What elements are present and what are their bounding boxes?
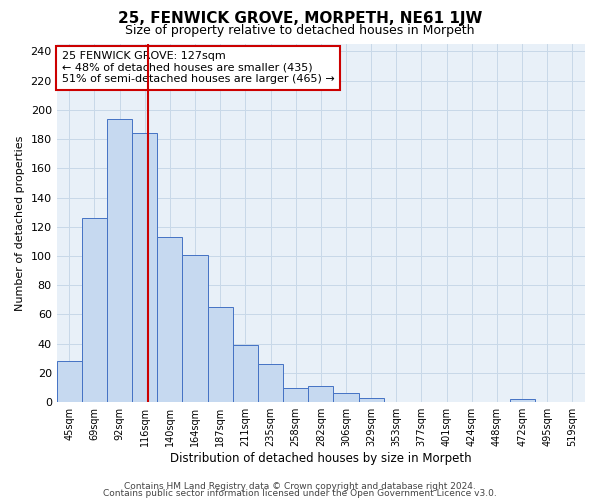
Bar	[182, 254, 208, 402]
Bar	[258, 364, 283, 402]
Bar	[334, 394, 359, 402]
Text: 25 FENWICK GROVE: 127sqm
← 48% of detached houses are smaller (435)
51% of semi-: 25 FENWICK GROVE: 127sqm ← 48% of detach…	[62, 51, 335, 84]
Text: 25, FENWICK GROVE, MORPETH, NE61 1JW: 25, FENWICK GROVE, MORPETH, NE61 1JW	[118, 11, 482, 26]
Text: Size of property relative to detached houses in Morpeth: Size of property relative to detached ho…	[125, 24, 475, 37]
Bar	[132, 133, 157, 402]
Bar	[283, 388, 308, 402]
Text: Contains HM Land Registry data © Crown copyright and database right 2024.: Contains HM Land Registry data © Crown c…	[124, 482, 476, 491]
Bar	[107, 118, 132, 402]
Bar	[157, 237, 182, 402]
Bar	[208, 307, 233, 402]
Bar	[233, 345, 258, 402]
Bar	[82, 218, 107, 402]
Bar	[509, 400, 535, 402]
Bar	[359, 398, 384, 402]
Bar	[308, 386, 334, 402]
X-axis label: Distribution of detached houses by size in Morpeth: Distribution of detached houses by size …	[170, 452, 472, 465]
Y-axis label: Number of detached properties: Number of detached properties	[15, 136, 25, 311]
Text: Contains public sector information licensed under the Open Government Licence v3: Contains public sector information licen…	[103, 489, 497, 498]
Bar	[56, 362, 82, 402]
